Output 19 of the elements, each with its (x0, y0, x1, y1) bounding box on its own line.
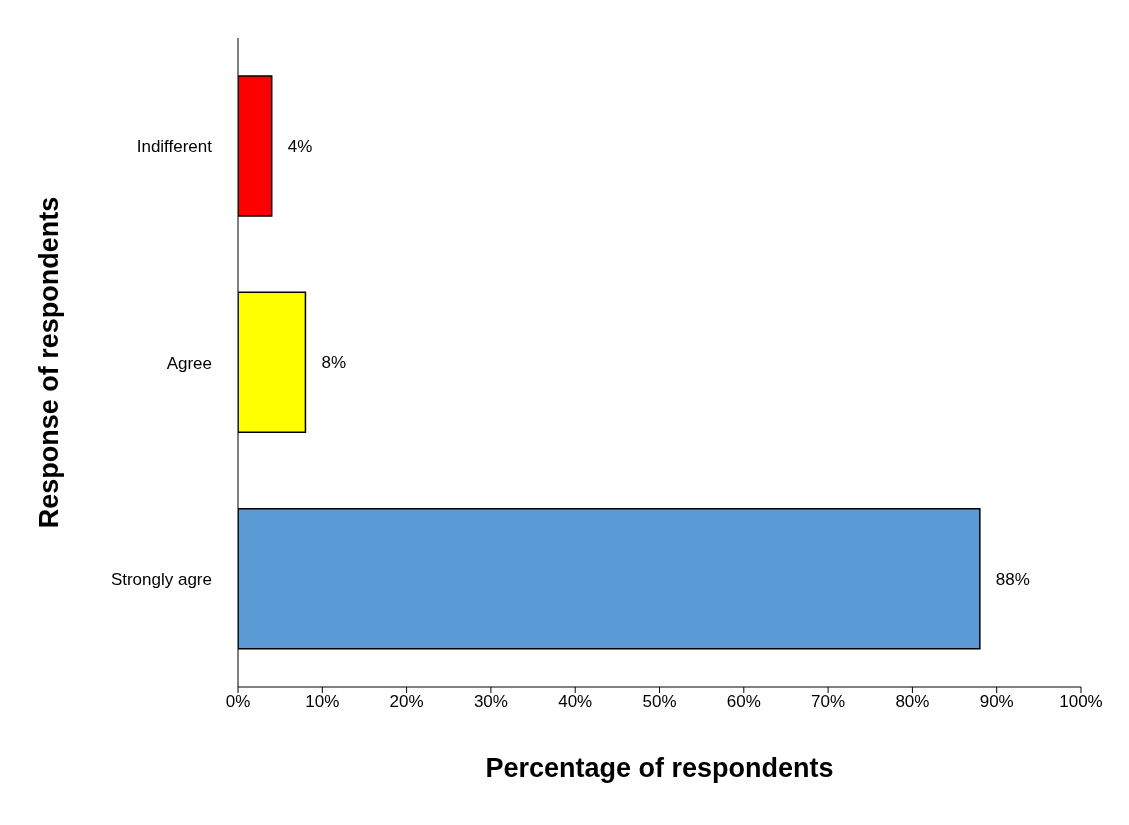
x-tick-label: 90% (979, 692, 1014, 712)
data-label: 8% (321, 353, 347, 373)
x-tick-label: 100% (1059, 692, 1103, 712)
x-tick-label: 70% (811, 692, 846, 712)
x-axis-title: Percentage of respondents (485, 753, 834, 783)
y-axis-title: Response of respondents (33, 196, 64, 529)
y-tick-label: Strongly agre (110, 569, 212, 589)
x-tick-label: 60% (726, 692, 761, 712)
x-tick-label: 10% (305, 692, 340, 712)
x-tick-label: 80% (895, 692, 930, 712)
data-label: 4% (287, 136, 313, 156)
x-tick-label: 20% (389, 692, 424, 712)
x-tick-label: 50% (642, 692, 677, 712)
x-tick-label: 30% (473, 692, 508, 712)
x-tick-label: 40% (558, 692, 593, 712)
data-label: 88% (995, 569, 1030, 589)
y-tick-label: Indifferent (136, 137, 213, 157)
y-tick-label: Agree (166, 353, 212, 373)
x-tick-label: 0% (225, 692, 251, 712)
